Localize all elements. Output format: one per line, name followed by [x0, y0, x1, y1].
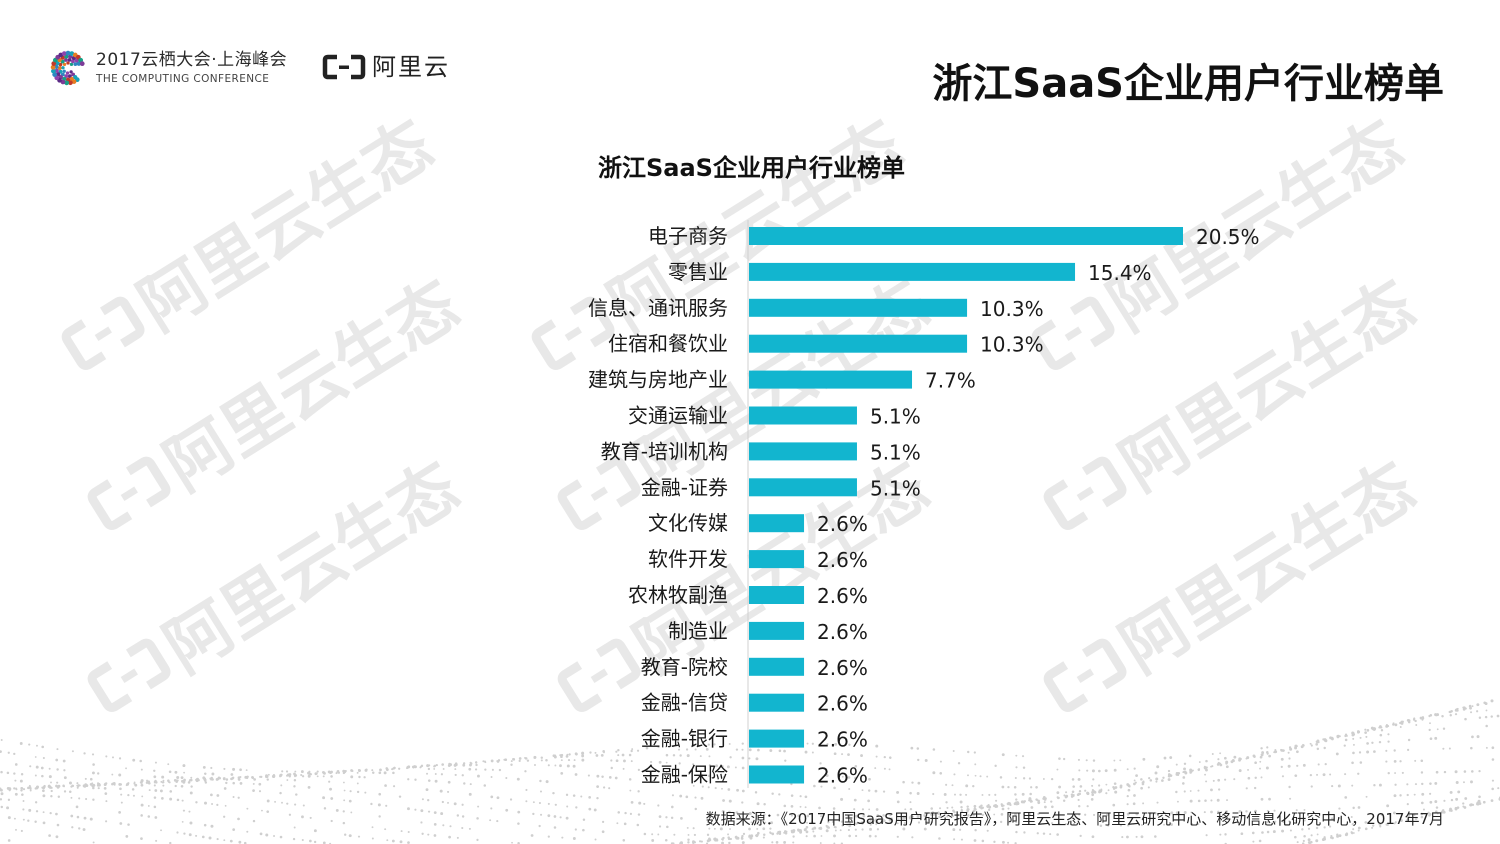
- bar: [749, 262, 1076, 281]
- bar-value-label: 2.6%: [817, 512, 868, 536]
- category-label: 电子商务: [648, 224, 728, 248]
- bar: [749, 586, 805, 604]
- category-label: 金融-保险: [641, 763, 728, 787]
- category-label: 制造业: [668, 619, 728, 643]
- bar-value-label: 2.6%: [817, 656, 868, 680]
- bar-value-label: 2.6%: [817, 620, 868, 644]
- bar-value-label: 10.3%: [980, 297, 1044, 321]
- category-label: 交通运输业: [628, 404, 728, 428]
- bar-value-label: 10.3%: [980, 333, 1044, 357]
- bar-value-label: 2.6%: [817, 548, 868, 572]
- bar-value-label: 2.6%: [817, 728, 868, 752]
- chart-title: 浙江SaaS企业用户行业榜单: [598, 154, 905, 182]
- bar: [749, 334, 968, 353]
- category-label: 零售业: [668, 260, 728, 284]
- bar: [749, 765, 805, 784]
- bar-value-label: 15.4%: [1088, 261, 1152, 285]
- bar-value-label: 20.5%: [1196, 225, 1260, 249]
- category-label: 文化传媒: [648, 511, 728, 535]
- bar: [749, 370, 913, 389]
- category-label: 信息、通讯服务: [588, 296, 728, 320]
- aliyun-brand-text: 阿里云: [372, 53, 450, 81]
- bar-value-label: 2.6%: [817, 692, 868, 716]
- slide-title: 浙江SaaS企业用户行业榜单: [932, 61, 1444, 107]
- category-label: 农林牧副渔: [628, 583, 728, 607]
- source-note: 数据来源：《2017中国SaaS用户研究报告》，阿里云生态、阿里云研究中心、移动…: [705, 810, 1444, 828]
- bar: [749, 621, 805, 640]
- category-label: 教育-院校: [641, 655, 728, 679]
- conference-name-cn: 2017云栖大会·上海峰会: [96, 49, 288, 70]
- bar: [749, 693, 805, 712]
- bar: [749, 406, 857, 425]
- bar: [749, 442, 857, 461]
- bar-value-label: 5.1%: [870, 440, 921, 464]
- bar: [749, 550, 805, 569]
- bar-value-label: 7.7%: [925, 369, 976, 393]
- aliyun-logo: 阿里云: [322, 54, 450, 80]
- bar: [749, 729, 805, 748]
- aliyun-bracket-icon: [322, 54, 366, 80]
- bar-value-label: 5.1%: [870, 405, 921, 429]
- bar: [749, 657, 805, 676]
- conference-name-en: THE COMPUTING CONFERENCE: [96, 72, 270, 85]
- category-label: 建筑与房地产业: [588, 368, 728, 392]
- category-label: 住宿和餐饮业: [608, 332, 728, 356]
- category-label: 软件开发: [648, 547, 728, 571]
- bar: [749, 514, 805, 533]
- category-label: 金融-银行: [641, 727, 728, 751]
- bar-value-label: 5.1%: [870, 476, 921, 500]
- category-label: 金融-证券: [641, 475, 728, 499]
- category-label: 金融-信贷: [641, 691, 728, 715]
- bar: [749, 478, 857, 497]
- bar-value-label: 2.6%: [817, 584, 868, 608]
- category-label: 教育-培训机构: [601, 439, 728, 463]
- bar: [749, 298, 968, 317]
- bar-value-label: 2.6%: [817, 764, 868, 788]
- bar: [749, 227, 1183, 245]
- conference-logo: 2017云栖大会·上海峰会 THE COMPUTING CONFERENCE: [48, 48, 287, 88]
- conference-dots-icon: [50, 50, 85, 86]
